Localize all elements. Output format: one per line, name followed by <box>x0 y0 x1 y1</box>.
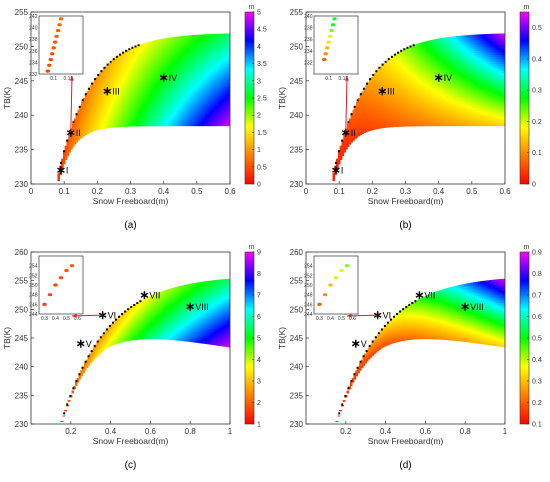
edge-dot <box>119 54 121 56</box>
edge-dot <box>66 140 68 142</box>
edge-dot <box>91 83 93 85</box>
x-axis-label: Snow Freeboard(m) <box>93 196 169 206</box>
edge-dot <box>128 48 130 50</box>
colorbar-tick-label: 4 <box>257 44 261 51</box>
edge-dot <box>125 50 127 52</box>
edge-dot <box>113 58 115 60</box>
inset-point <box>51 46 55 49</box>
edge-dot <box>88 88 90 90</box>
colorbar-tick-label: 2.5 <box>257 96 267 103</box>
colorbar-tick-label: 0 <box>257 182 261 189</box>
x-tick-label: 0.2 <box>92 187 104 196</box>
edge-dot <box>85 93 87 95</box>
inset-y-tick-label: 240 <box>29 26 38 32</box>
x-tick-label: 0 <box>29 187 34 196</box>
y-tick-label: 255 <box>15 8 29 17</box>
edge-dot <box>100 70 102 72</box>
inset-point <box>49 58 53 61</box>
y-axis-label: TB(K) <box>2 87 12 109</box>
edge-dot <box>72 121 74 123</box>
colorbar-tick-label: 4.5 <box>257 27 267 34</box>
inset-point <box>50 52 54 55</box>
colorbar-tick-label: 2 <box>257 113 261 120</box>
inset-point <box>46 70 50 73</box>
edge-dot <box>103 67 105 69</box>
edge-dot <box>94 78 96 80</box>
annotation-label: II <box>76 128 81 138</box>
edge-dot <box>63 150 65 152</box>
edge-dot <box>82 99 84 101</box>
inset-point <box>54 35 58 38</box>
x-tick-label: 0.6 <box>224 187 236 196</box>
y-tick-label: 240 <box>15 111 29 120</box>
edge-dot <box>122 52 124 54</box>
colorbar-unit: m <box>249 4 255 11</box>
inset-y-tick-label: 238 <box>29 37 38 43</box>
colorbar-tick-label: 1.5 <box>257 130 267 137</box>
inset-point <box>57 23 61 26</box>
y-tick-label: 250 <box>15 42 29 51</box>
x-tick-label: 0.1 <box>59 187 71 196</box>
inset-y-tick-label: 236 <box>29 49 38 55</box>
edge-dot <box>134 45 136 47</box>
edge-dot <box>107 64 109 66</box>
panel-caption: (a) <box>124 220 136 231</box>
inset-point <box>53 41 57 44</box>
x-tick-label: 0.3 <box>125 187 137 196</box>
annotation-marker: ∗ <box>102 84 112 98</box>
edge-dot <box>79 106 81 108</box>
colorbar-tick-label: 5 <box>257 10 261 17</box>
inset-point <box>59 17 63 20</box>
colorbar-tick-label: 1 <box>257 147 261 154</box>
edge-dot <box>116 56 118 58</box>
edge-dot <box>110 61 112 63</box>
annotation-marker: ∗ <box>159 70 169 84</box>
colorbar-tick-label: 3 <box>257 78 261 85</box>
annotation-marker: ∗ <box>56 163 66 177</box>
edge-dot <box>76 113 78 115</box>
edge-dot <box>97 74 99 76</box>
edge-dot <box>131 47 133 49</box>
annotation-label: III <box>112 87 120 97</box>
inset-y-tick-label: 242 <box>29 14 38 20</box>
colorbar-tick-label: 3.5 <box>257 61 267 68</box>
x-tick-label: 0.4 <box>158 187 170 196</box>
x-tick-label: 0.5 <box>191 187 203 196</box>
colorbar-tick-label: 0.5 <box>257 164 267 171</box>
annotation-label: IV <box>169 73 178 83</box>
y-tick-label: 235 <box>15 146 29 155</box>
y-tick-label: 230 <box>15 180 29 189</box>
inset-x-tick-label: 0.1 <box>50 76 57 82</box>
y-tick-label: 245 <box>15 77 29 86</box>
inset-point <box>47 64 51 67</box>
edge-dot <box>138 44 140 46</box>
inset-y-tick-label: 232 <box>29 72 38 78</box>
annotation-label: I <box>66 166 69 176</box>
inset-point <box>56 29 60 32</box>
inset-y-tick-label: 234 <box>29 60 38 66</box>
